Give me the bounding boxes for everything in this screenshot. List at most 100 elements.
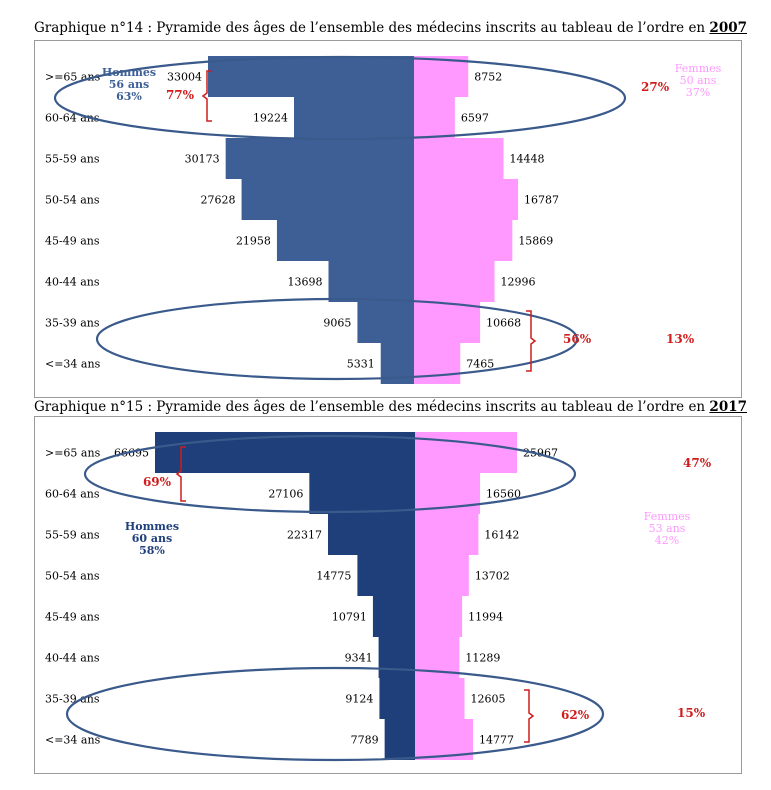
top-men-share-label: 69% (143, 475, 172, 489)
men-summary-label: 60 ans (132, 532, 172, 545)
men-bar (294, 97, 414, 138)
women-bar (415, 719, 474, 760)
category-label: <=34 ans (45, 358, 101, 371)
women-value-label: 16787 (524, 194, 559, 207)
category-label: 40-44 ans (45, 276, 100, 289)
men-summary-label: 58% (139, 544, 165, 557)
bottom-bracket (526, 310, 537, 372)
category-label: 45-49 ans (45, 235, 100, 248)
women-summary-label: 42% (655, 534, 679, 547)
bottom-bracket (524, 689, 535, 743)
top-bracket (175, 446, 186, 502)
men-value-label: 7789 (351, 734, 379, 747)
men-bar (241, 179, 414, 220)
women-bar (414, 302, 481, 343)
women-bar (414, 220, 513, 261)
top-age-ellipse (83, 434, 577, 514)
men-bar (357, 302, 414, 343)
men-bar (328, 261, 414, 302)
men-value-label: 21958 (236, 235, 271, 248)
women-value-label: 7465 (466, 358, 494, 371)
women-summary-label: 37% (686, 86, 710, 99)
men-bar (379, 678, 415, 719)
chart2-title: Graphique n°15 : Pyramide des âges de l’… (34, 399, 747, 415)
men-value-label: 27106 (268, 488, 303, 501)
category-label: >=65 ans (45, 447, 101, 460)
men-value-label: 13698 (288, 276, 323, 289)
bottom-men-share-label: 15% (677, 706, 706, 720)
category-label: <=34 ans (45, 734, 101, 747)
women-value-label: 11994 (468, 611, 503, 624)
women-bar (414, 261, 495, 302)
women-bar (414, 97, 455, 138)
women-value-label: 16560 (486, 488, 521, 501)
women-value-label: 6597 (461, 112, 489, 125)
women-value-label: 8752 (474, 71, 502, 84)
women-value-label: 15869 (518, 235, 553, 248)
women-bar (414, 138, 504, 179)
top-age-ellipse (53, 55, 627, 141)
men-bar (378, 637, 415, 678)
men-value-label: 9065 (323, 317, 351, 330)
women-value-label: 14777 (479, 734, 514, 747)
men-value-label: 9341 (345, 652, 373, 665)
men-summary-label: Hommes (125, 520, 179, 533)
men-bar (328, 514, 415, 555)
men-summary-label: 63% (116, 90, 142, 103)
women-bar (415, 596, 463, 637)
women-bar (414, 343, 461, 384)
category-label: 45-49 ans (45, 611, 100, 624)
category-label: 60-64 ans (45, 112, 100, 125)
women-bar (414, 179, 518, 220)
men-value-label: 30173 (185, 153, 220, 166)
category-label: 50-54 ans (45, 194, 100, 207)
bottom-women-share-label: 56% (563, 332, 592, 346)
bottom-age-ellipse (65, 666, 605, 762)
men-bar (155, 432, 415, 473)
men-value-label: 14775 (316, 570, 351, 583)
men-summary-label: Hommes (102, 66, 156, 79)
bottom-age-ellipse (95, 297, 579, 381)
men-bar (225, 138, 414, 179)
women-summary-label: Femmes (675, 62, 722, 75)
category-label: 35-39 ans (45, 317, 100, 330)
category-label: 50-54 ans (45, 570, 100, 583)
men-bar (276, 220, 414, 261)
women-value-label: 11289 (465, 652, 500, 665)
men-value-label: 19224 (253, 112, 288, 125)
men-value-label: 27628 (201, 194, 236, 207)
women-value-label: 14448 (510, 153, 545, 166)
chart2-frame: >=65 ans 66695 25967 60-64 ans 27106 16560 55-… (34, 416, 742, 774)
chart1-frame: >=65 ans 33004 8752 60-64 ans 19224 6597 55-59… (34, 40, 742, 398)
bottom-men-share-label: 13% (666, 332, 695, 346)
top-women-share-label: 47% (683, 456, 712, 470)
women-summary-label: Femmes (644, 510, 691, 523)
top-men-share-label: 77% (166, 88, 195, 102)
category-label: 40-44 ans (45, 652, 100, 665)
women-value-label: 12605 (471, 693, 506, 706)
men-value-label: 22317 (287, 529, 322, 542)
men-value-label: 33004 (167, 71, 202, 84)
top-bracket (201, 70, 212, 122)
women-value-label: 13702 (475, 570, 510, 583)
men-value-label: 5331 (347, 358, 375, 371)
men-bar (208, 56, 414, 97)
men-value-label: 10791 (332, 611, 367, 624)
women-summary-label: 53 ans (649, 522, 686, 535)
chart1-title: Graphique n°14 : Pyramide des âges de l’… (34, 20, 747, 36)
category-label: 60-64 ans (45, 488, 100, 501)
bottom-women-share-label: 62% (561, 708, 590, 722)
women-summary-label: 50 ans (680, 74, 717, 87)
men-bar (384, 719, 415, 760)
women-bar (415, 514, 479, 555)
category-label: 55-59 ans (45, 529, 100, 542)
category-label: 55-59 ans (45, 153, 100, 166)
men-value-label: 9124 (345, 693, 373, 706)
men-bar (372, 596, 415, 637)
men-summary-label: 56 ans (109, 78, 149, 91)
women-bar (415, 555, 469, 596)
women-value-label: 12996 (501, 276, 536, 289)
women-bar (415, 678, 465, 719)
